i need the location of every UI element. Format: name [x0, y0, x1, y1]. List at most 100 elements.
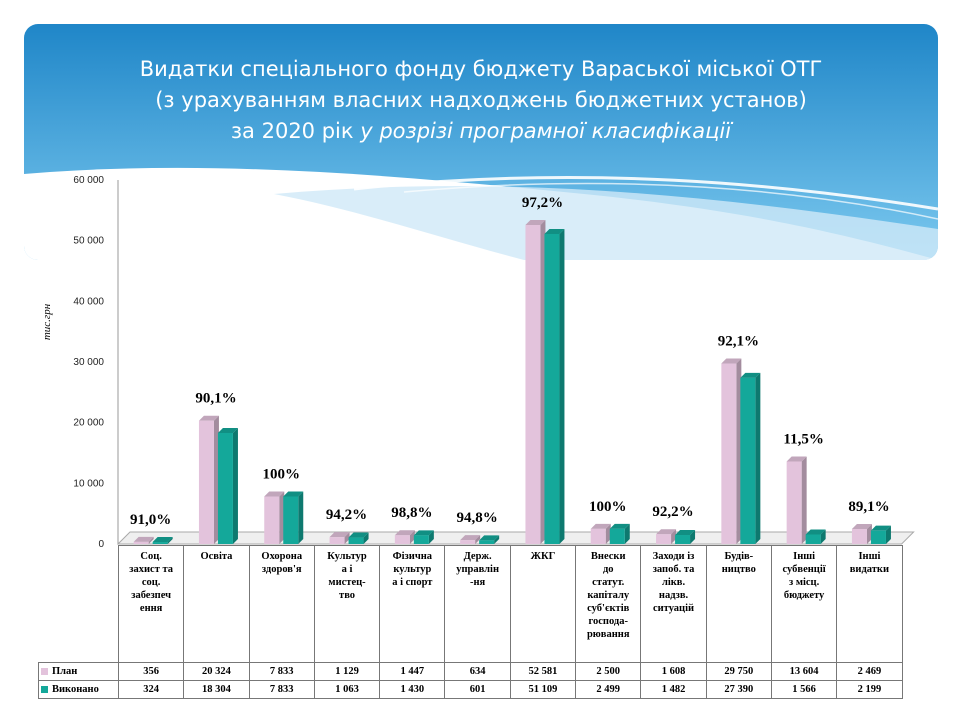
percent-label: 92,1%	[718, 334, 759, 350]
y-tick-label: 30 000	[73, 357, 104, 368]
bar-chart: 0 10 000 20 000 30 000 40 000 50 000 60 000 тис…	[41, 175, 915, 550]
table-cell: 1 566	[770, 680, 838, 699]
category-label: Інші субвенції з місц. бюджету	[770, 545, 838, 663]
category-label: Будів-ництво	[705, 545, 772, 663]
table-cell: 7 833	[248, 662, 315, 681]
y-tick-label: 40 000	[73, 296, 104, 307]
series-label: Виконано	[38, 680, 119, 699]
table-cell: 1 447	[379, 662, 446, 681]
table-row: Виконано 324 18 304 7 833 1 063 1 430 601 51 10…	[38, 680, 903, 699]
bar-done	[348, 537, 364, 544]
bar-side	[671, 529, 677, 544]
bar-side	[213, 415, 219, 544]
bar-plan	[786, 461, 802, 544]
bar-done	[413, 535, 429, 544]
legend-swatch	[41, 686, 48, 694]
bar-top	[479, 535, 500, 541]
bar-top	[329, 532, 350, 538]
bar-top	[851, 524, 872, 530]
percent-label: 90,1%	[195, 391, 236, 407]
bar-top	[133, 536, 154, 542]
bar-top	[525, 220, 546, 226]
bar-top	[590, 523, 611, 529]
table-cell: 2 199	[836, 680, 903, 699]
table-cell: 1 129	[313, 662, 381, 681]
bar-top	[348, 532, 369, 538]
percent-label: 97,2%	[522, 195, 563, 211]
chart-title: Видатки спеціального фонду бюджету Варас…	[24, 54, 938, 147]
table-cell: 601	[444, 680, 511, 699]
bar-top	[805, 529, 826, 535]
table-row: План 356 20 324 7 833 1 129 1 447 634 52 581 2 5…	[38, 662, 903, 681]
bar-top	[656, 529, 677, 535]
category-label: ЖКГ	[509, 545, 577, 663]
category-label: Заходи із запоб. та лікв. надзв. ситуацій	[640, 545, 707, 663]
table-cell: 52 581	[509, 662, 577, 681]
bar-done	[283, 496, 299, 544]
bar-plan	[264, 496, 280, 544]
percent-label: 94,8%	[457, 510, 498, 526]
bar-side	[866, 524, 872, 544]
table-cell: 1 063	[313, 680, 381, 699]
bar-side	[298, 491, 304, 544]
bar-side	[494, 535, 500, 544]
table-cell: 1 430	[379, 680, 446, 699]
bar-side	[344, 532, 350, 544]
table-cell: 2 499	[575, 680, 642, 699]
table-cell: 1 608	[640, 662, 707, 681]
category-label: Держ. управлін -ня	[444, 545, 511, 663]
bar-side	[690, 530, 696, 544]
bar-side	[605, 523, 611, 544]
title-line-3-b: у розрізі програмної класифікації	[360, 119, 732, 143]
category-label: Освіта	[183, 545, 250, 663]
category-label: Соц. захист та соц. забезпеч ення	[117, 545, 185, 663]
percent-label: 89,1%	[848, 499, 889, 515]
bar-top	[198, 415, 219, 421]
y-tick-label: 60 000	[73, 175, 104, 186]
bar-side	[885, 525, 891, 544]
table-cell: 29 750	[705, 662, 772, 681]
table-cell: 18 304	[183, 680, 250, 699]
title-line-3: за 2020 рік у розрізі програмної класифі…	[24, 116, 938, 147]
bar-plan	[460, 540, 476, 544]
table-cell: 2 469	[836, 662, 903, 681]
bar-plan	[525, 225, 541, 544]
title-line-1: Видатки спеціального фонду бюджету Варас…	[139, 57, 823, 81]
bar-top	[544, 228, 565, 234]
series-label: План	[38, 662, 119, 681]
title-banner	[24, 24, 938, 260]
bar-side	[475, 535, 481, 544]
category-label: Фізична культур а і спорт	[379, 545, 446, 663]
table-cell: 1 482	[640, 680, 707, 699]
percent-label: 94,2%	[326, 507, 367, 523]
table-cell: 324	[117, 680, 185, 699]
table-cell: 13 604	[770, 662, 838, 681]
chart-floor	[116, 531, 915, 545]
bar-top	[413, 530, 434, 536]
y-axis-label: тис.грн	[41, 303, 53, 340]
bar-plan	[721, 363, 737, 544]
bar-side	[428, 530, 434, 544]
bar-side	[755, 372, 761, 544]
bar-top	[394, 530, 415, 536]
percent-label: 11,5%	[783, 431, 823, 447]
percent-label: 100%	[263, 466, 301, 482]
bar-done	[805, 534, 821, 544]
y-tick-label: 0	[98, 539, 104, 550]
bar-top	[609, 523, 630, 529]
bar-plan	[198, 420, 214, 544]
bar-side	[624, 523, 630, 544]
bar-done	[740, 377, 756, 544]
bar-top	[264, 491, 285, 497]
table-cell: 27 390	[705, 680, 772, 699]
bar-top	[675, 530, 696, 536]
bar-top	[786, 456, 807, 462]
percent-label: 100%	[589, 499, 627, 515]
bar-done	[870, 530, 886, 544]
category-label: Охорона здоров'я	[248, 545, 315, 663]
bar-side	[363, 532, 369, 544]
table-cell: 634	[444, 662, 511, 681]
table-cell: 356	[117, 662, 185, 681]
y-tick-label: 20 000	[73, 418, 104, 429]
percent-label: 91,0%	[130, 512, 171, 528]
